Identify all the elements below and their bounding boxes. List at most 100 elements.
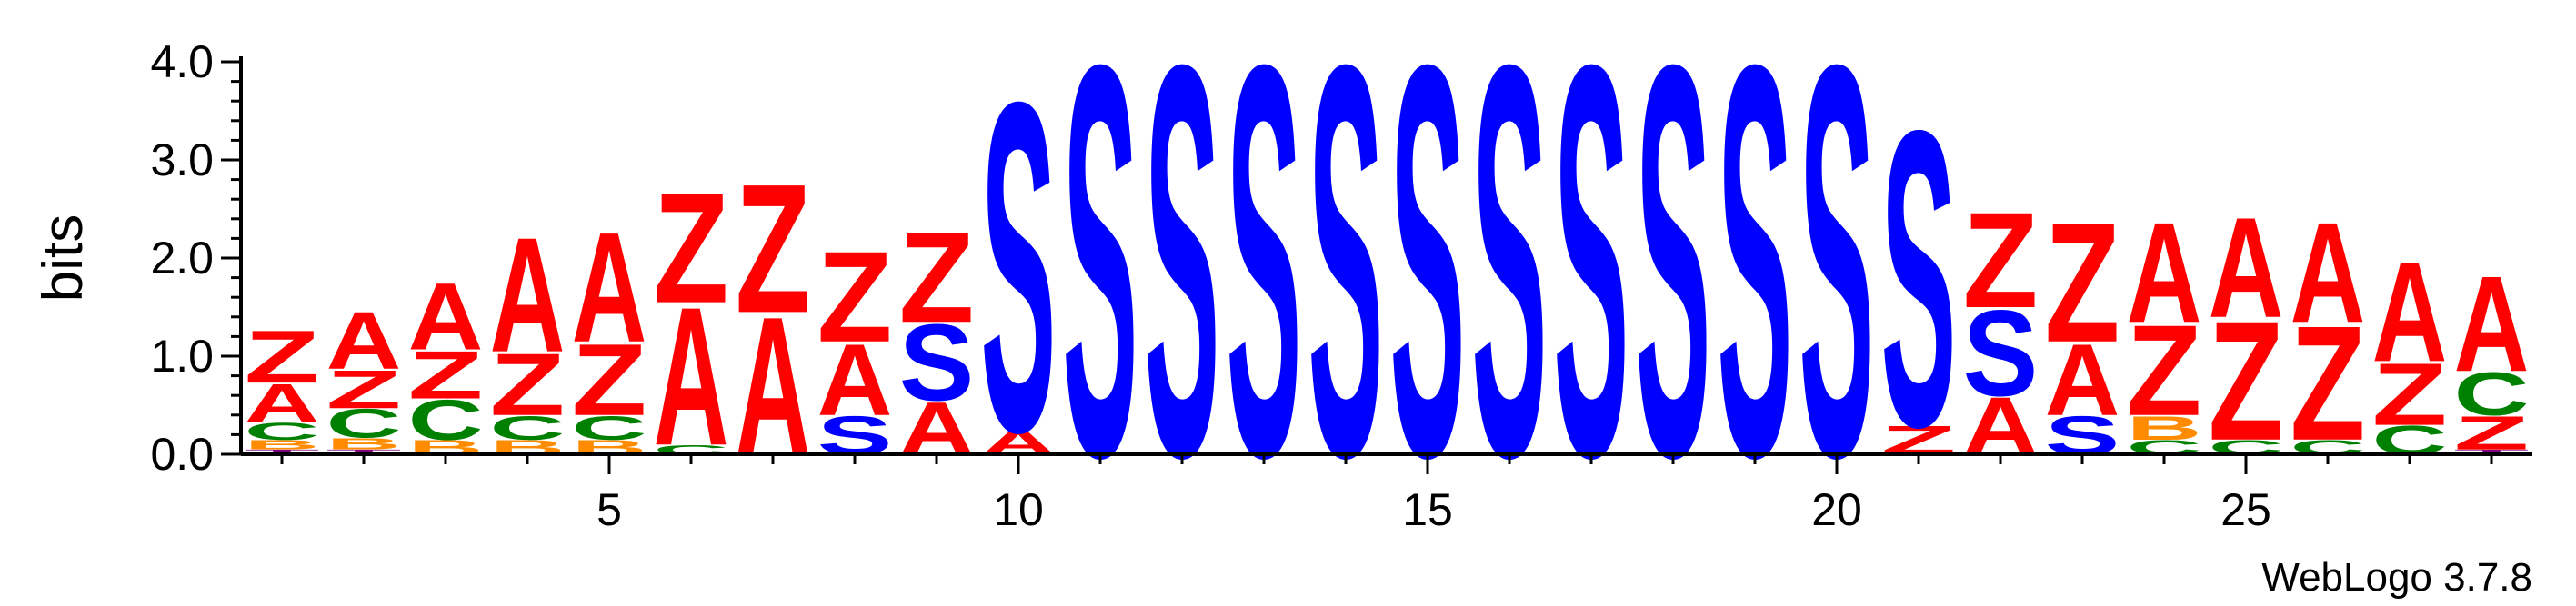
logo-letter: S — [981, 4, 1057, 530]
logo-column-13: S — [1227, 0, 1302, 574]
logo-letter: S — [1145, 0, 1220, 574]
logo-letter: A — [490, 203, 566, 386]
logo-letter: C — [490, 409, 566, 447]
logo-column-22: ASZ — [1963, 185, 2039, 472]
logo-letter: Z — [736, 145, 811, 352]
logo-column-25: CZA — [2209, 188, 2284, 476]
logo-letter: A — [2290, 193, 2366, 353]
logo-column-8: SAZ — [817, 225, 893, 466]
logo-letter: S — [1390, 0, 1466, 574]
logo-letter: Z — [245, 314, 320, 399]
logo-column-20: S — [1799, 0, 1875, 574]
logo-letter: Z — [572, 323, 647, 438]
logo-letter: T — [326, 448, 402, 455]
logo-letter: S — [1636, 0, 1711, 574]
logo-letter: S — [1227, 0, 1302, 574]
logo-column-7: AZ — [736, 145, 811, 496]
logo-column-14: S — [1308, 0, 1384, 574]
logo-letter: Z — [2290, 292, 2366, 474]
logo-letter: A — [326, 295, 402, 386]
logo-letter: Z — [2209, 285, 2284, 476]
logo-letter: A — [2372, 233, 2448, 392]
logo-letter: S — [1799, 0, 1875, 574]
logo-letter: S — [1718, 0, 1793, 574]
logo-letter: Z — [2045, 187, 2120, 378]
logo-letter: S — [899, 301, 975, 423]
logo-letter: A — [2454, 248, 2530, 400]
x-tick-label: 25 — [2220, 484, 2271, 535]
logo-letter: B — [245, 437, 320, 452]
logo-letter: Z — [654, 161, 729, 335]
logo-column-6: CAZ — [654, 161, 729, 487]
y-tick-label: 4.0 — [150, 36, 214, 87]
logo-column-27: CZA — [2372, 233, 2448, 463]
logo-letter: Z — [326, 359, 402, 420]
logo-column-10: AS — [981, 4, 1057, 530]
logo-column-23: SAZ — [2045, 187, 2120, 466]
logo-letter: A — [817, 323, 893, 438]
weblogo-credit: WebLogo 3.7.8 — [2261, 555, 2532, 600]
logo-letter: B — [326, 435, 402, 453]
logo-column-21: ZS — [1881, 44, 1957, 515]
logo-letter: B — [2127, 409, 2202, 447]
y-tick-label: 1.0 — [150, 331, 214, 382]
logo-letter: Z — [2454, 406, 2530, 460]
logo-letter: C — [572, 409, 647, 447]
logo-letter: Z — [2372, 345, 2448, 444]
x-tick-label: 20 — [1811, 484, 1862, 535]
logo-letter: C — [245, 417, 320, 444]
logo-letter: A — [2209, 188, 2284, 348]
y-axis-ticks: 0.0 1.0 2.0 3.0 4.0 — [150, 36, 241, 480]
logo-letter: A — [408, 263, 484, 370]
logo-letter: S — [1554, 0, 1629, 574]
logo-column-15: S — [1390, 0, 1466, 574]
logo-letter: Z — [490, 335, 566, 434]
logo-column-26: CZA — [2290, 193, 2366, 474]
x-tick-label: 15 — [1402, 484, 1453, 535]
logo-column-12: S — [1145, 0, 1220, 574]
y-tick-label: 3.0 — [150, 134, 214, 185]
x-axis-ticks: 5 10 15 20 25 — [280, 454, 2493, 535]
logo-letter: T — [245, 448, 320, 455]
logo-letter: S — [1472, 0, 1548, 574]
logo-letter: Z — [2127, 299, 2202, 443]
logo-letter: A — [572, 200, 647, 375]
logo-letter: S — [1963, 285, 2039, 422]
y-tick-label: 0.0 — [150, 429, 214, 480]
logo-letter: S — [1063, 0, 1138, 574]
logo-letter: A — [2127, 193, 2202, 353]
logo-letter: C — [326, 401, 402, 446]
logo-column-17: S — [1554, 0, 1629, 574]
x-tick-label: 5 — [596, 484, 622, 535]
logo-column-16: S — [1472, 0, 1548, 574]
axes: 0.0 1.0 2.0 3.0 4.0 5 10 15 20 25 — [150, 36, 2532, 535]
logo-column-11: S — [1063, 0, 1138, 574]
logo-letter: T — [2454, 448, 2530, 455]
y-tick-label: 2.0 — [150, 233, 214, 283]
logo-letter: Z — [1963, 185, 2039, 337]
logo-column-18: S — [1636, 0, 1711, 574]
logo-column-19: S — [1718, 0, 1793, 574]
logo-letter: C — [2454, 360, 2530, 428]
logo-letter: S — [1881, 44, 1957, 515]
y-axis-title: bits — [32, 214, 95, 302]
logo-letter: S — [1308, 0, 1384, 574]
logo-letter: A — [245, 373, 320, 434]
logo-column-9: ASZ — [899, 205, 975, 471]
logo-letter: A — [654, 266, 729, 487]
logo-letter: Z — [899, 205, 975, 350]
logo-letter: Z — [817, 225, 893, 370]
logo-letter: Z — [408, 337, 484, 413]
logo-letter: A — [2045, 323, 2120, 438]
logo-letter: C — [408, 388, 484, 452]
x-tick-label: 10 — [993, 484, 1044, 535]
